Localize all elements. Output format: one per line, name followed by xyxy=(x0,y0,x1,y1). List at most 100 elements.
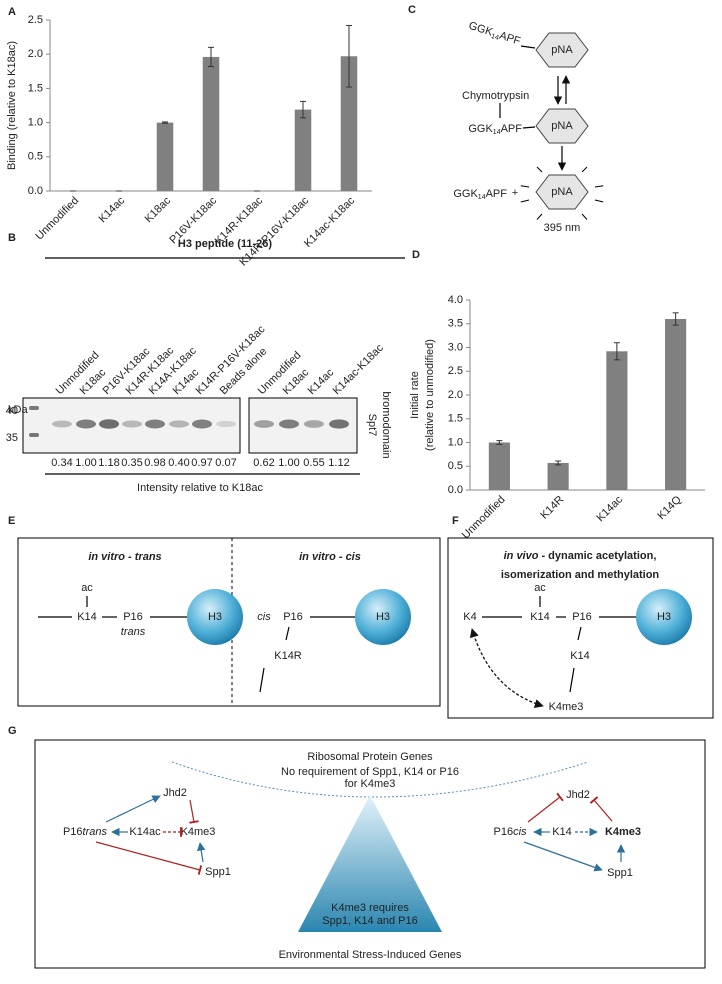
bar xyxy=(156,122,174,191)
x-tick-label: K14ac xyxy=(97,194,128,225)
y-tick-label: 0.5 xyxy=(448,460,463,472)
band xyxy=(304,420,324,428)
residue: P16 xyxy=(283,611,303,623)
lane-label: K14ac xyxy=(306,366,337,397)
connector xyxy=(189,799,199,824)
reporter xyxy=(535,108,589,144)
lane-label: K14ac-K18ac xyxy=(331,342,387,398)
gene-class: Ribosomal Protein Genes xyxy=(307,751,433,763)
y-tick-label: 3.0 xyxy=(448,341,463,353)
text-part: 14 xyxy=(493,129,501,136)
requirement: K4me3 requires xyxy=(331,902,409,914)
y-tick-label: 2.5 xyxy=(448,365,463,377)
connector xyxy=(520,45,536,49)
bar xyxy=(606,351,628,490)
residue: K14ac xyxy=(129,826,161,838)
note: for K4me3 xyxy=(345,778,396,790)
protein: Jhd2 xyxy=(566,789,590,801)
residue: K14 xyxy=(77,611,97,623)
bar xyxy=(665,319,687,490)
intensity: 1.12 xyxy=(328,457,349,469)
x-tick-label: Unmodified xyxy=(33,195,81,243)
text-part: trans xyxy=(83,826,108,838)
connector xyxy=(577,626,582,641)
y-axis-label: Binding (relative to K18ac) xyxy=(6,41,18,170)
panel-label: C xyxy=(408,4,416,16)
error-bar xyxy=(162,121,168,124)
reporter-label: pNA xyxy=(551,44,573,56)
error-bar xyxy=(613,342,620,361)
x-tick-label: K14R xyxy=(538,494,566,522)
connector xyxy=(523,841,603,872)
band xyxy=(254,420,274,428)
text-part: P16 xyxy=(493,826,513,838)
protein: Jhd2 xyxy=(163,787,187,799)
intensity: 0.34 xyxy=(51,457,72,469)
protein-label: Spt7 xyxy=(366,414,378,437)
bar xyxy=(294,109,312,191)
y-tick-label: 0.0 xyxy=(28,185,43,197)
text-part: 14 xyxy=(478,194,486,201)
text-part: cis xyxy=(513,826,527,838)
x-tick-label: K14ac xyxy=(595,493,626,524)
reporter-label: pNA xyxy=(551,186,573,198)
residue: K4 xyxy=(463,611,476,623)
band xyxy=(169,420,189,428)
y-tick-label: 0.5 xyxy=(28,151,43,163)
y-tick-label: 3.5 xyxy=(448,318,463,330)
y-tick-label: 2.0 xyxy=(448,389,463,401)
intensity: 0.55 xyxy=(303,457,324,469)
text-part: APF xyxy=(486,188,508,200)
x-tick-label: K18ac xyxy=(143,194,174,225)
text-part: APF xyxy=(501,123,523,135)
mark: ac xyxy=(81,582,93,594)
bar xyxy=(488,442,510,490)
connector xyxy=(589,796,613,822)
enzyme: Chymotrypsin xyxy=(462,90,529,102)
band xyxy=(192,419,212,429)
bar xyxy=(202,56,220,191)
ray xyxy=(536,213,543,220)
error-bar xyxy=(496,440,503,445)
intensity: 0.40 xyxy=(168,457,189,469)
y-tick-label: 1.5 xyxy=(28,82,43,94)
residue: P16cis xyxy=(493,826,527,838)
text-part: GGK xyxy=(453,188,478,200)
error-bar xyxy=(300,100,306,119)
wavelength: 395 nm xyxy=(544,222,581,234)
protein: Spp1 xyxy=(205,866,231,878)
reporter-label: pNA xyxy=(551,120,573,132)
note: No requirement of Spp1, K14 or P16 xyxy=(281,766,459,778)
residue: K14 xyxy=(530,611,550,623)
band xyxy=(216,420,236,428)
band xyxy=(99,419,119,429)
marker-label: 35 xyxy=(6,432,18,444)
y-tick-label: 1.5 xyxy=(448,413,463,425)
text-part: 14 xyxy=(490,33,500,42)
connector xyxy=(569,667,575,693)
y-tick-label: 0.0 xyxy=(448,484,463,496)
text-part: in vivo xyxy=(504,550,539,562)
balance xyxy=(171,761,589,798)
panel-label: B xyxy=(8,232,16,244)
ray xyxy=(594,199,604,203)
y-tick-label: 4.0 xyxy=(448,294,463,306)
model-title: in vitro - cis xyxy=(299,551,361,563)
residue: K14 xyxy=(552,826,572,838)
ray xyxy=(520,185,530,188)
x-tick-label: K14Q xyxy=(655,493,684,522)
intensity: 0.97 xyxy=(191,457,212,469)
band xyxy=(329,419,349,429)
residue: P16 xyxy=(572,611,592,623)
model-title: in vitro - trans xyxy=(88,551,161,563)
dynamic-arrow xyxy=(469,628,544,708)
error-bar xyxy=(672,312,679,326)
requirement: Spp1, K14 and P16 xyxy=(322,915,417,927)
text-part: P16 xyxy=(63,826,83,838)
band xyxy=(122,420,142,428)
peptide: GGK14APF xyxy=(467,20,522,49)
y-axis-label: (relative to unmodified) xyxy=(424,339,436,451)
residue: K4me3 xyxy=(605,826,641,838)
conformation: cis xyxy=(257,611,271,623)
